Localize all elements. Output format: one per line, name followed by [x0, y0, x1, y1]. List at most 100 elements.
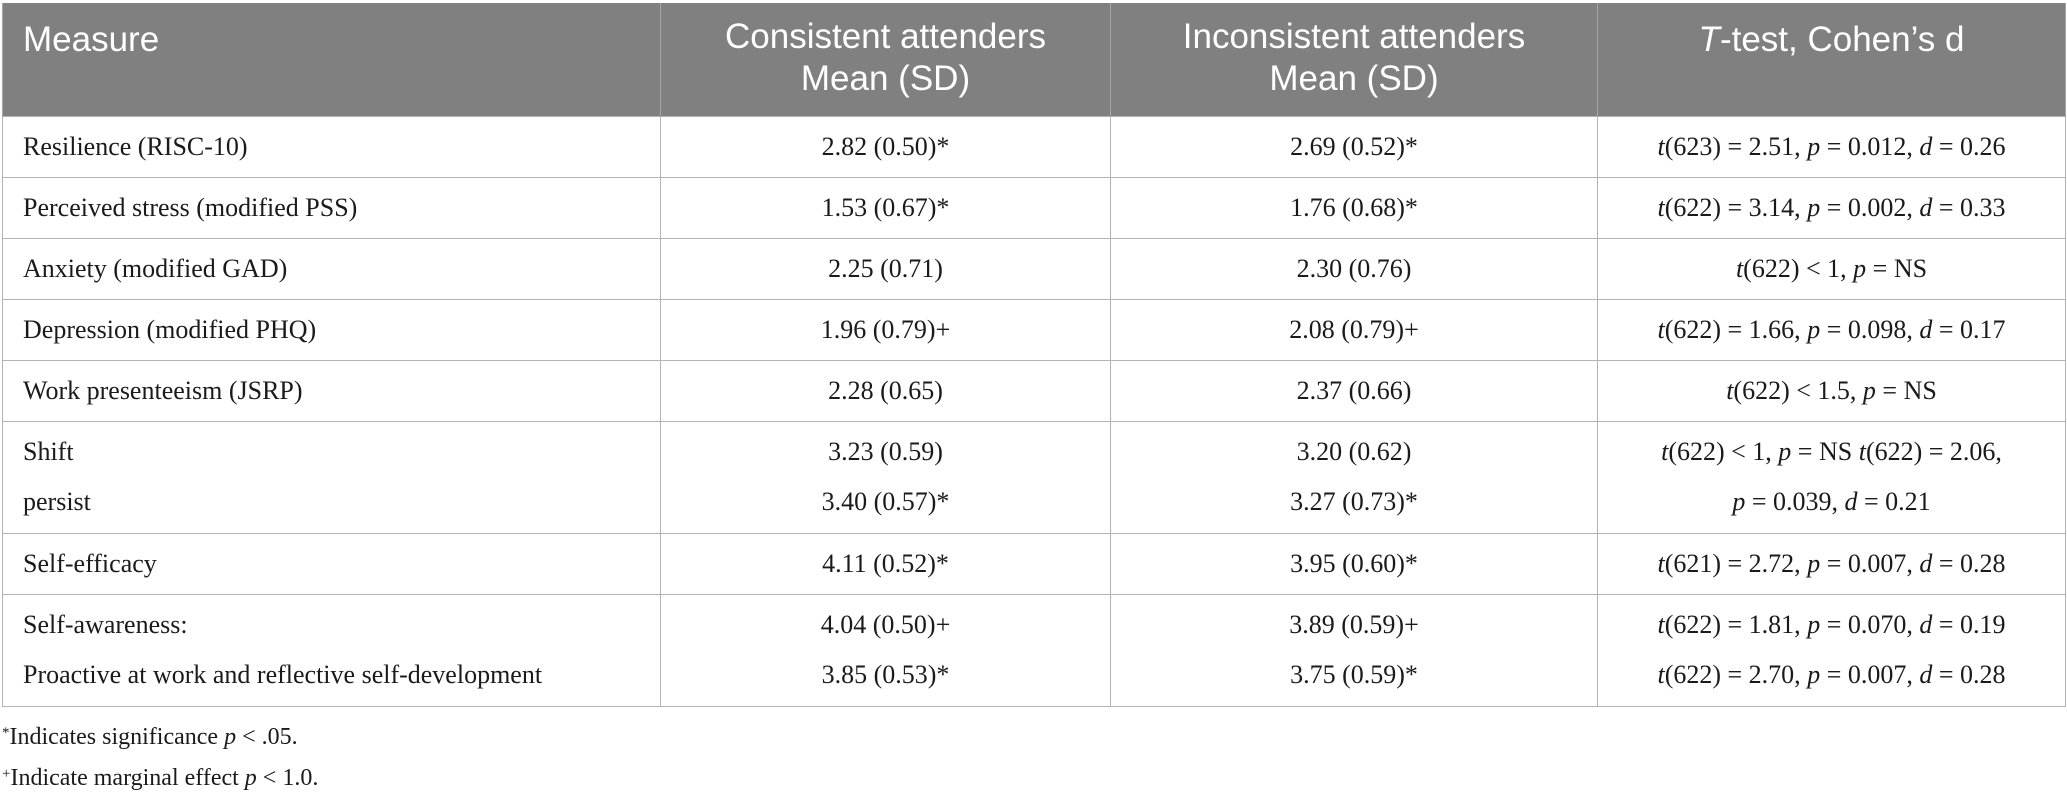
header-inconsistent: Inconsistent attenders Mean (SD) [1110, 3, 1598, 116]
footnote-marginal: +Indicate marginal effect p < 1.0. [2, 756, 318, 797]
footnote-significance: *Indicates significance p < .05. [2, 715, 318, 756]
cell-consistent: 1.96 (0.79)+ [660, 298, 1111, 361]
cell-test-text: t(622) = 2.70, p = 0.007, d = 0.28 [1657, 660, 2006, 689]
cell-measure: Self-efficacy [2, 532, 661, 595]
header-inconsistent-line1: Inconsistent attenders [1182, 17, 1526, 57]
cell-test-text: t(622) < 1, p = NS t(622) = 2.06, [1661, 437, 2002, 466]
cell-measure: Anxiety (modified GAD) [2, 237, 661, 300]
cell-measure-text: persist [23, 487, 91, 516]
cell-consistent-text: 1.53 (0.67)* [821, 192, 950, 222]
cell-inconsistent: 3.95 (0.60)* [1110, 532, 1598, 595]
table-row: Self-awareness: Proactive at work and ref… [2, 593, 2066, 707]
footnote-mark: * [2, 725, 10, 741]
cell-consistent-text: 2.28 (0.65) [828, 375, 943, 405]
cell-inconsistent-text: 3.75 (0.59)* [1290, 660, 1418, 689]
cell-test: t(622) < 1, p = NS [1597, 237, 2066, 300]
cell-measure-text: Proactive at work and reflective self-de… [23, 660, 543, 689]
cell-inconsistent: 2.08 (0.79)+ [1110, 298, 1598, 361]
cell-consistent-text: 3.40 (0.57)* [821, 487, 950, 516]
cell-measure-text: Self-efficacy [23, 548, 157, 578]
cell-consistent-text: 4.11 (0.52)* [822, 548, 949, 578]
cell-test-text: t(621) = 2.72, p = 0.007, d = 0.28 [1657, 548, 2006, 578]
cell-measure-text: Perceived stress (modified PSS) [23, 192, 358, 222]
cell-measure-text: Work presenteeism (JSRP) [23, 375, 303, 405]
cell-measure-text: Anxiety (modified GAD) [23, 253, 288, 283]
table-body: Resilience (RISC-10) 2.82 (0.50)* 2.69 (0.… [2, 115, 2066, 707]
cell-inconsistent-text: 1.76 (0.68)* [1290, 192, 1418, 222]
cell-inconsistent-text: 2.69 (0.52)* [1290, 131, 1418, 161]
cell-inconsistent-text: 3.20 (0.62) [1296, 437, 1412, 466]
cell-measure-text: Shift [23, 437, 74, 466]
cell-test-text: t(622) < 1, p = NS [1735, 253, 1928, 283]
footnotes: *Indicates significance p < .05. +Indica… [2, 715, 318, 797]
cell-test-text: p = 0.039, d = 0.21 [1732, 487, 1931, 516]
table-row: Anxiety (modified GAD) 2.25 (0.71) 2.30 (0… [2, 237, 2066, 300]
header-row: Measure Consistent attenders Mean (SD) I… [2, 3, 2066, 116]
header-test: T-test, Cohen’s d [1597, 3, 2066, 116]
cell-test: t(622) = 1.81, p = 0.070, d = 0.19 t(622)… [1597, 593, 2066, 707]
footnote-text: Indicates significance p < .05. [9, 724, 298, 750]
header-measure: Measure [2, 3, 661, 116]
cell-consistent: 2.25 (0.71) [660, 237, 1111, 300]
cell-inconsistent: 2.30 (0.76) [1110, 237, 1598, 300]
cell-consistent-text: 2.25 (0.71) [828, 253, 943, 283]
table-row: Self-efficacy 4.11 (0.52)* 3.95 (0.60)* t(6… [2, 532, 2066, 595]
cell-test: t(623) = 2.51, p = 0.012, d = 0.26 [1597, 115, 2066, 178]
table-row: Shift persist 3.23 (0.59) 3.40 (0.57)* 3.20 … [2, 420, 2066, 534]
cell-measure-text: Self-awareness: [23, 610, 188, 639]
cell-test: t(622) < 1.5, p = NS [1597, 359, 2066, 422]
cell-inconsistent-text: 2.08 (0.79)+ [1289, 314, 1419, 344]
cell-inconsistent: 2.37 (0.66) [1110, 359, 1598, 422]
table-row: Resilience (RISC-10) 2.82 (0.50)* 2.69 (0.… [2, 115, 2066, 178]
cell-consistent-text: 3.85 (0.53)* [821, 660, 950, 689]
cell-test: t(622) = 3.14, p = 0.002, d = 0.33 [1597, 176, 2066, 239]
cell-test: t(622) < 1, p = NS t(622) = 2.06, p = 0.0… [1597, 420, 2066, 534]
cell-consistent-text: 3.23 (0.59) [828, 437, 943, 466]
cell-test-text: t(622) < 1.5, p = NS [1726, 375, 1937, 405]
cell-test-text: t(622) = 1.81, p = 0.070, d = 0.19 [1657, 610, 2006, 639]
cell-measure-text: Depression (modified PHQ) [23, 314, 317, 344]
cell-test: t(621) = 2.72, p = 0.007, d = 0.28 [1597, 532, 2066, 595]
cell-test-text: t(622) = 1.66, p = 0.098, d = 0.17 [1657, 314, 2006, 344]
table-row: Perceived stress (modified PSS) 1.53 (0.6… [2, 176, 2066, 239]
cell-inconsistent-text: 2.37 (0.66) [1296, 375, 1412, 405]
cell-consistent: 1.53 (0.67)* [660, 176, 1111, 239]
header-test-text: T-test, Cohen’s d [1698, 20, 1965, 59]
cell-test: t(622) = 1.66, p = 0.098, d = 0.17 [1597, 298, 2066, 361]
cell-measure: Work presenteeism (JSRP) [2, 359, 661, 422]
cell-measure: Depression (modified PHQ) [2, 298, 661, 361]
cell-consistent-text: 2.82 (0.50)* [821, 131, 950, 161]
table-row: Depression (modified PHQ) 1.96 (0.79)+ 2.0… [2, 298, 2066, 361]
header-inconsistent-line2: Mean (SD) [1269, 59, 1439, 99]
cell-consistent: 4.11 (0.52)* [660, 532, 1111, 595]
cell-inconsistent-text: 3.27 (0.73)* [1290, 487, 1418, 516]
cell-consistent: 2.28 (0.65) [660, 359, 1111, 422]
cell-inconsistent-text: 3.95 (0.60)* [1290, 548, 1418, 578]
header-measure-text: Measure [23, 20, 160, 59]
cell-inconsistent: 3.20 (0.62) 3.27 (0.73)* [1110, 420, 1598, 534]
header-consistent-line1: Consistent attenders [724, 17, 1046, 57]
header-consistent-line2: Mean (SD) [800, 59, 971, 99]
cell-measure-text: Resilience (RISC-10) [23, 131, 248, 161]
table-row: Work presenteeism (JSRP) 2.28 (0.65) 2.37 … [2, 359, 2066, 422]
table-header: Measure Consistent attenders Mean (SD) I… [2, 3, 2066, 116]
cell-inconsistent-text: 2.30 (0.76) [1296, 253, 1412, 283]
cell-inconsistent: 2.69 (0.52)* [1110, 115, 1598, 178]
cell-consistent-text: 4.04 (0.50)+ [820, 610, 951, 639]
cell-measure: Perceived stress (modified PSS) [2, 176, 661, 239]
cell-measure: Shift persist [2, 420, 661, 534]
cell-measure: Self-awareness: Proactive at work and ref… [2, 593, 661, 707]
results-table: Measure Consistent attenders Mean (SD) I… [2, 3, 2066, 707]
cell-test-text: t(623) = 2.51, p = 0.012, d = 0.26 [1657, 131, 2006, 161]
cell-consistent: 3.23 (0.59) 3.40 (0.57)* [660, 420, 1111, 534]
cell-inconsistent-text: 3.89 (0.59)+ [1289, 610, 1419, 639]
cell-inconsistent: 1.76 (0.68)* [1110, 176, 1598, 239]
cell-measure: Resilience (RISC-10) [2, 115, 661, 178]
cell-inconsistent: 3.89 (0.59)+ 3.75 (0.59)* [1110, 593, 1598, 707]
cell-consistent-text: 1.96 (0.79)+ [820, 314, 951, 344]
cell-consistent: 4.04 (0.50)+ 3.85 (0.53)* [660, 593, 1111, 707]
cell-test-text: t(622) = 3.14, p = 0.002, d = 0.33 [1657, 192, 2006, 222]
header-consistent: Consistent attenders Mean (SD) [660, 3, 1111, 116]
cell-consistent: 2.82 (0.50)* [660, 115, 1111, 178]
footnote-mark: + [2, 766, 11, 782]
